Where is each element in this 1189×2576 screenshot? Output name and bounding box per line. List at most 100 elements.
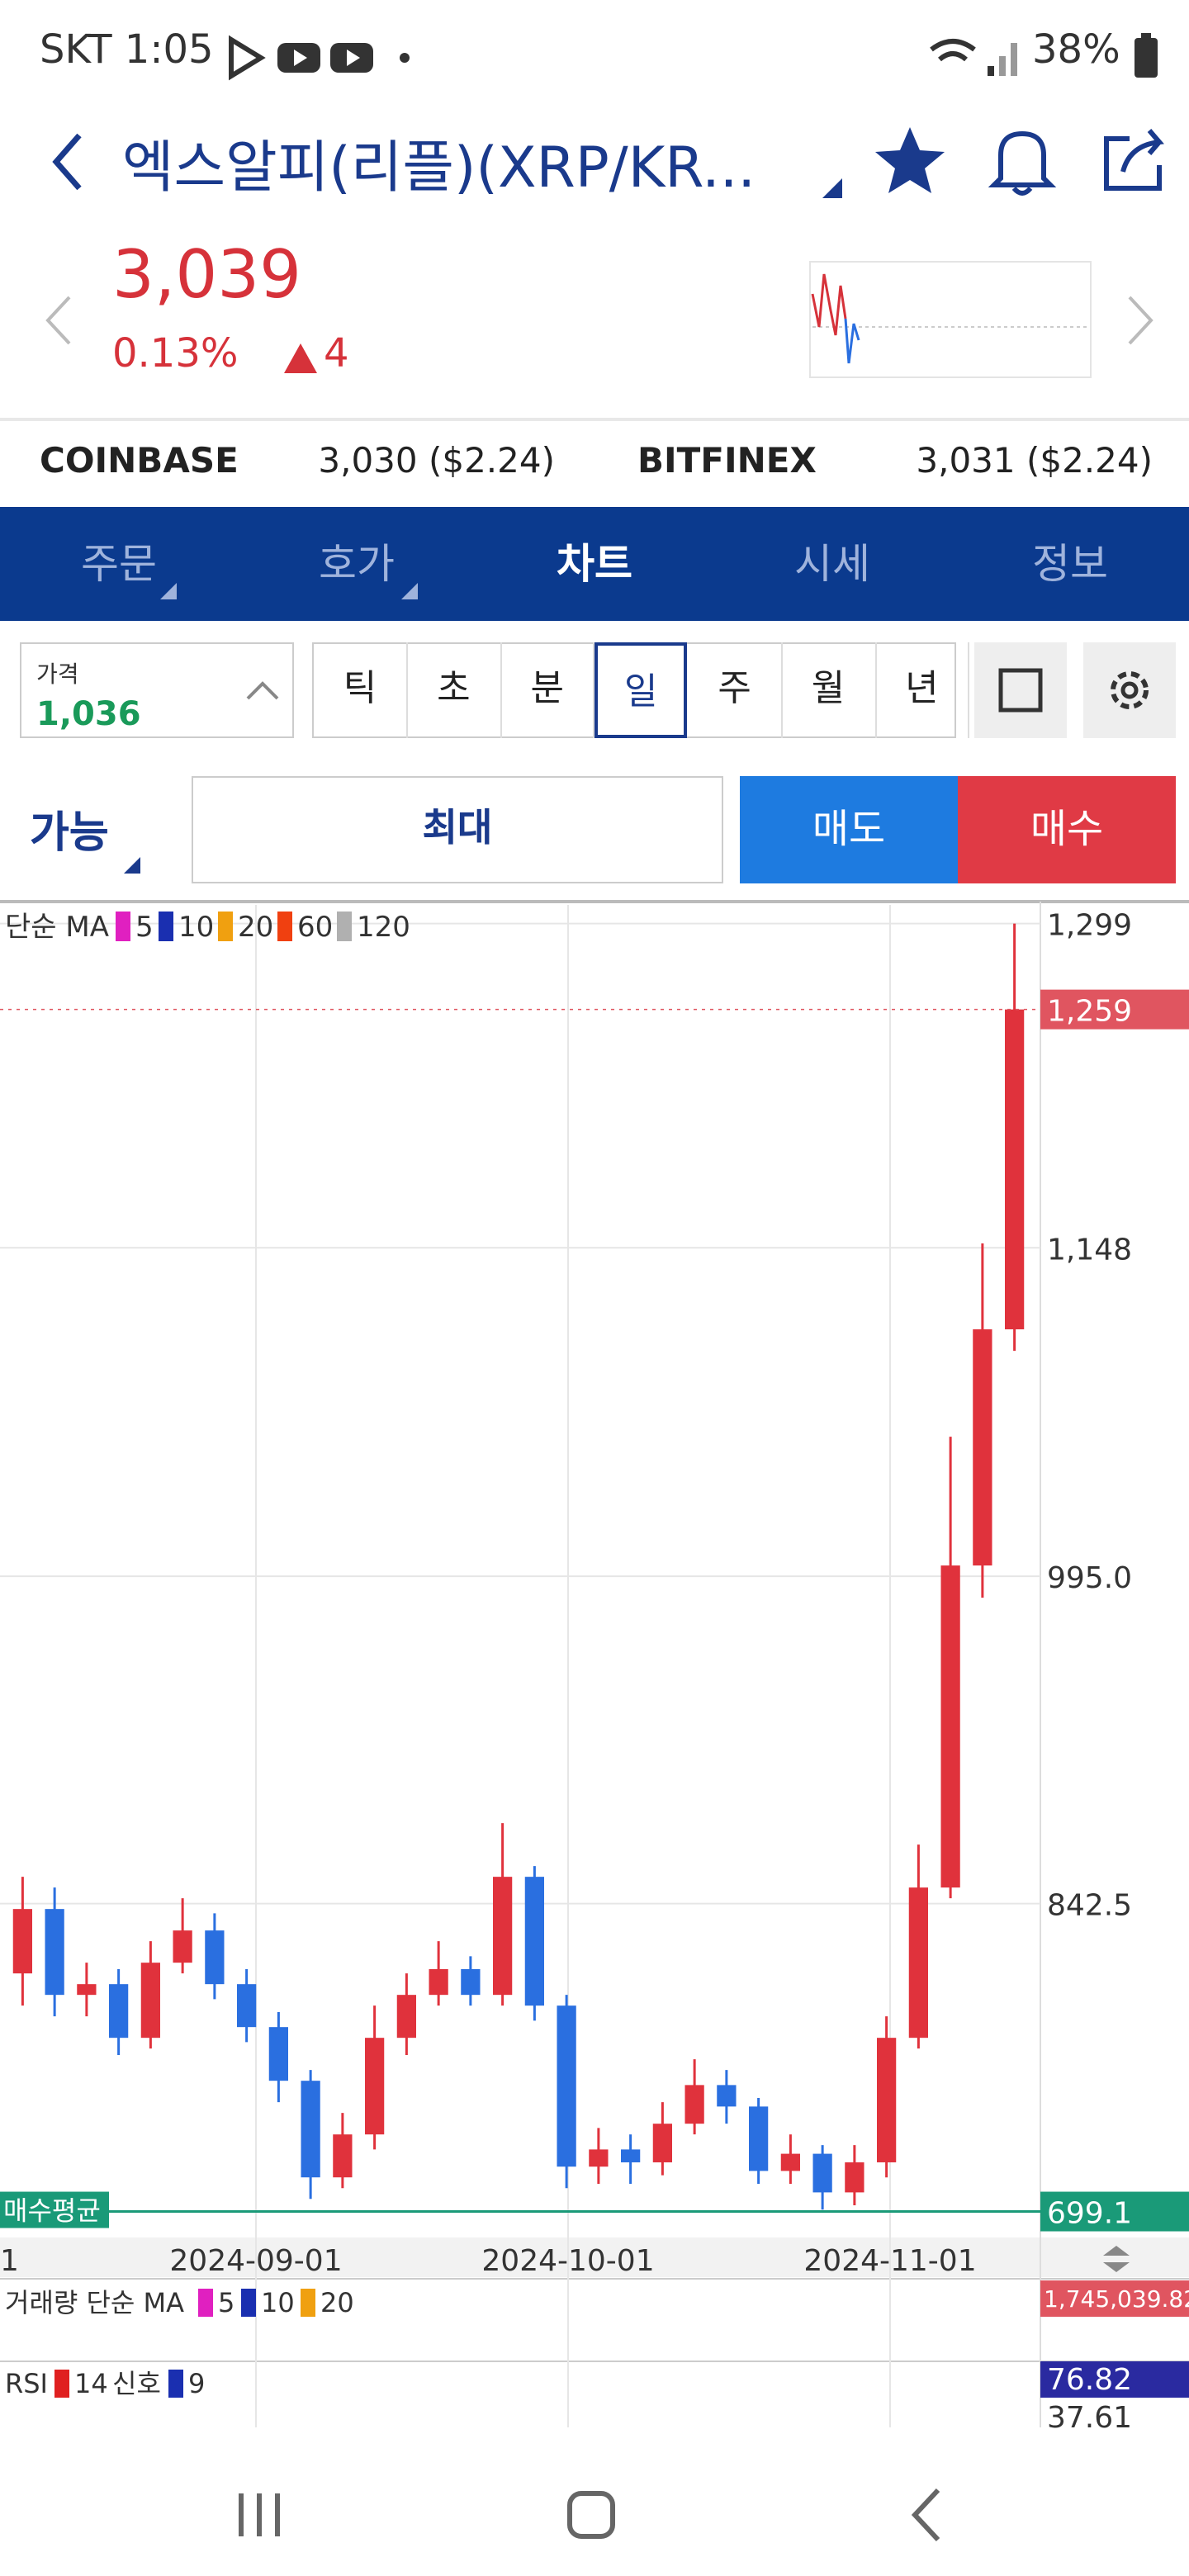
candle-body [877, 2038, 897, 2162]
price-select-label: 가격 [36, 662, 79, 689]
candle-body [140, 1963, 160, 2039]
exchange-price: 3,030 ($2.24) [318, 441, 555, 481]
settings-button[interactable] [1083, 642, 1176, 738]
current-price: 3,039 [112, 238, 302, 314]
avg-buy-label: 매수평균 [3, 2195, 101, 2227]
ma-legend-swatch [301, 2289, 315, 2317]
back-button[interactable] [43, 129, 92, 195]
volume-value-tag [1040, 2280, 1189, 2317]
candle-body [652, 2124, 672, 2162]
rsi-value: 76.82 [1047, 2363, 1132, 2397]
candle-body [973, 1329, 992, 1566]
tab[interactable]: 주문 [80, 540, 157, 588]
candle-body [589, 2149, 609, 2167]
x-tick-label: 2024-10-01 [481, 2244, 654, 2278]
square-icon [998, 668, 1043, 713]
period-button[interactable]: 초 [407, 642, 502, 738]
x-tick-label: 2024-09-01 [169, 2244, 342, 2278]
recent-apps[interactable] [239, 2493, 280, 2536]
tab[interactable]: 호가 [318, 540, 395, 588]
price-select[interactable] [20, 642, 294, 738]
y-tick-label: 995.0 [1047, 1561, 1132, 1595]
alarm-button[interactable] [984, 122, 1060, 198]
ma-legend-swatch [277, 912, 292, 941]
period-button[interactable]: 월 [782, 642, 876, 738]
battery-icon [1135, 33, 1158, 78]
current-price-label: 1,259 [1047, 995, 1132, 1029]
max-button[interactable]: 최대 [192, 776, 723, 883]
period-button[interactable]: 틱 [314, 642, 408, 738]
exchange-price: 3,031 ($2.24) [916, 441, 1153, 481]
layout-button[interactable] [974, 642, 1067, 738]
sell-button[interactable]: 매도 [740, 776, 958, 883]
rsi-swatch [168, 2370, 183, 2398]
rsi-signal-label: 신호 [112, 2368, 161, 2399]
period-button[interactable]: 주 [689, 642, 783, 738]
ma-legend-swatch [159, 912, 173, 941]
chevron-up [246, 681, 279, 700]
period-button[interactable]: 일 [594, 642, 688, 738]
ma-legend-swatch [218, 912, 233, 941]
prev-button[interactable] [40, 291, 76, 350]
tab-marker [160, 583, 177, 599]
status-time: SKT 1:05 [40, 26, 214, 73]
tab[interactable]: 시세 [793, 540, 870, 588]
candle-body [524, 1877, 544, 2006]
status-icons [229, 35, 410, 81]
candle-body [908, 1887, 928, 2039]
ma-legend-period: 20 [238, 911, 273, 944]
avg-buy-value: 699.1 [1047, 2197, 1132, 2231]
candle-body [749, 2106, 769, 2171]
buy-button[interactable]: 매수 [958, 776, 1176, 883]
tab[interactable]: 정보 [1031, 540, 1108, 588]
ma-legend-period: 60 [297, 911, 333, 944]
candle-body [237, 1984, 257, 2028]
volume-label: 거래량 단순 MA [5, 2287, 184, 2318]
home[interactable] [567, 2491, 615, 2539]
next-button[interactable] [1123, 291, 1159, 350]
period-button[interactable]: 분 [501, 642, 595, 738]
change-amount: 4 [324, 330, 349, 376]
candle-body [45, 1909, 64, 1996]
y-tick-label: 1,299 [1047, 909, 1132, 943]
avg-buy-tag [0, 2191, 109, 2228]
y-tick-label: 1,148 [1047, 1233, 1132, 1267]
candle-body [845, 2162, 865, 2193]
available-label[interactable]: 가능 [30, 809, 109, 859]
volume-ma-period: 5 [218, 2287, 234, 2318]
candle-body [717, 2085, 737, 2107]
candle-body [301, 2081, 320, 2178]
volume-ma-period: 10 [261, 2287, 295, 2318]
exchange-name: BITFINEX [637, 441, 817, 481]
available-marker [124, 857, 140, 874]
back[interactable] [911, 2488, 940, 2542]
tab-marker [401, 583, 418, 599]
current-price-tag [1040, 989, 1189, 1030]
tab-active[interactable]: 차트 [556, 540, 632, 588]
period-button[interactable]: 년 [875, 642, 970, 738]
candle-body [780, 2153, 800, 2171]
page-title[interactable]: 엑스알피(리플)(XRP/KR... [122, 135, 756, 201]
candle-body [173, 1930, 192, 1963]
avg-buy-value-tag [1040, 2191, 1189, 2232]
title-dropdown[interactable] [819, 175, 846, 201]
candle-body [77, 1984, 97, 1996]
rsi-period: 14 [74, 2368, 108, 2399]
candle-body [493, 1877, 513, 1996]
change-percent: 0.13% [112, 330, 239, 376]
price-select-value: 1,036 [36, 694, 141, 733]
favorite-button[interactable] [872, 122, 948, 198]
nav-bar [0, 2444, 1189, 2576]
share-button[interactable] [1097, 122, 1172, 198]
ma-legend-swatch [198, 2289, 213, 2317]
tab-bar [0, 507, 1189, 621]
candle-body [333, 2134, 353, 2178]
ma-legend-swatch [116, 912, 130, 941]
chart: 1,299 1,148 995.0 842.5 1 2024-09-01 2024-10-0… [0, 900, 1189, 2435]
volume-value: 1,745,039.822 [1044, 2285, 1189, 2313]
gear-icon [1111, 671, 1149, 709]
candle-body [365, 2038, 385, 2135]
candle-body [1005, 1009, 1025, 1330]
ma-legend-label: 단순 MA [5, 911, 109, 944]
